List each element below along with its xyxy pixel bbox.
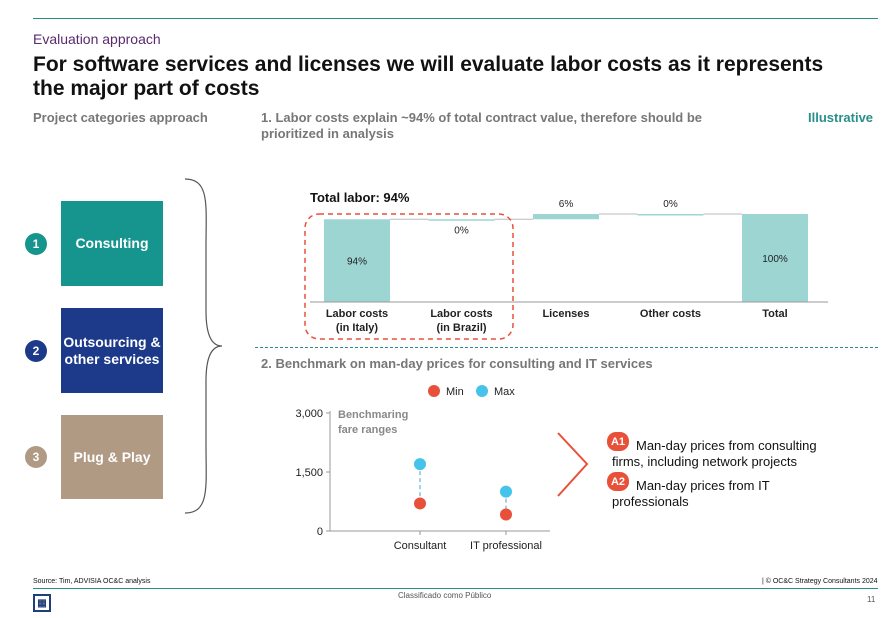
legend-min-marker: [428, 385, 440, 397]
waterfall-category-label: Total: [762, 308, 787, 320]
annotation-a1-text: Man-day prices from consulting firms, in…: [612, 438, 817, 469]
waterfall-chart: Total labor: 94% 94% Labor costs (in Italy…: [304, 190, 828, 340]
badge-a2: A2: [607, 472, 629, 491]
category-number-1: 1: [25, 233, 47, 255]
point-max: [414, 458, 426, 471]
waterfall-value-label: 6%: [559, 199, 574, 210]
category-number-3: 3: [25, 446, 47, 468]
category-plug-play: Plug & Play: [61, 415, 163, 499]
category-consulting: Consulting: [61, 201, 163, 286]
annotation-a2-text: Man-day prices from IT professionals: [612, 478, 770, 509]
waterfall-category-label: (in Brazil): [436, 322, 486, 334]
page-number: 11: [867, 595, 876, 604]
top-rule: [33, 18, 878, 19]
waterfall-bar: [324, 219, 390, 302]
chevron-right-icon: [557, 432, 589, 497]
eyebrow: Evaluation approach: [33, 31, 161, 47]
waterfall-category-label: (in Italy): [336, 322, 379, 334]
classification-label: Classificado como Público: [398, 591, 492, 600]
category-outsourcing: Outsourcing & other services: [61, 308, 163, 393]
page-title: For software services and licenses we wi…: [33, 53, 824, 100]
waterfall-value-label: 100%: [762, 254, 788, 265]
point-min: [500, 508, 512, 521]
x-category-label: IT professional: [470, 540, 542, 552]
benchmark-title: 2. Benchmark on man-day prices for consu…: [261, 356, 653, 371]
x-category-label: Consultant: [394, 540, 447, 552]
benchmark-note-line-1: Benchmaring: [338, 409, 408, 421]
copyright: | © OC&C Strategy Consultants 2024: [762, 578, 878, 585]
illustrative-tag: Illustrative: [808, 110, 874, 125]
section-divider: [255, 347, 878, 348]
waterfall-bar: [428, 219, 495, 221]
category-number-2: 2: [25, 340, 47, 362]
waterfall-category-label: Licenses: [542, 308, 589, 320]
legend-min-label: Min: [446, 386, 464, 398]
badge-a1: A1: [607, 432, 629, 451]
point-min: [414, 497, 426, 510]
waterfall-value-label: 0%: [454, 225, 469, 236]
legend-max-label: Max: [494, 386, 515, 398]
y-tick-label: 1,500: [295, 467, 323, 479]
benchmark-note-line-2: fare ranges: [338, 424, 397, 436]
benchmark-chart: Min Max Benchmaring fare ranges 0 1,500 3,0…: [295, 385, 550, 552]
company-logo-icon: ▦: [33, 594, 51, 612]
curly-brace: [184, 178, 223, 514]
y-tick-label: 3,000: [295, 408, 323, 420]
waterfall-category-label: Other costs: [640, 308, 701, 320]
waterfall-title: Total labor: 94%: [310, 190, 410, 205]
waterfall-bar: [742, 214, 808, 302]
waterfall-bar: [533, 214, 599, 220]
waterfall-value-label: 0%: [663, 199, 678, 210]
footer-rule: [33, 588, 878, 589]
point-max: [500, 485, 512, 498]
legend-max-marker: [476, 385, 488, 397]
right-subtitle: 1. Labor costs explain ~94% of total con…: [261, 110, 703, 141]
source-note: Source: Tim, ADVISIA OC&C analysis: [33, 578, 151, 585]
labor-highlight: [304, 213, 514, 340]
left-subtitle: Project categories approach: [33, 110, 208, 125]
waterfall-category-label: Labor costs: [430, 308, 492, 320]
y-tick-label: 0: [317, 526, 323, 538]
waterfall-bar: [637, 214, 704, 216]
waterfall-value-label: 94%: [347, 257, 367, 268]
waterfall-category-label: Labor costs: [326, 308, 388, 320]
